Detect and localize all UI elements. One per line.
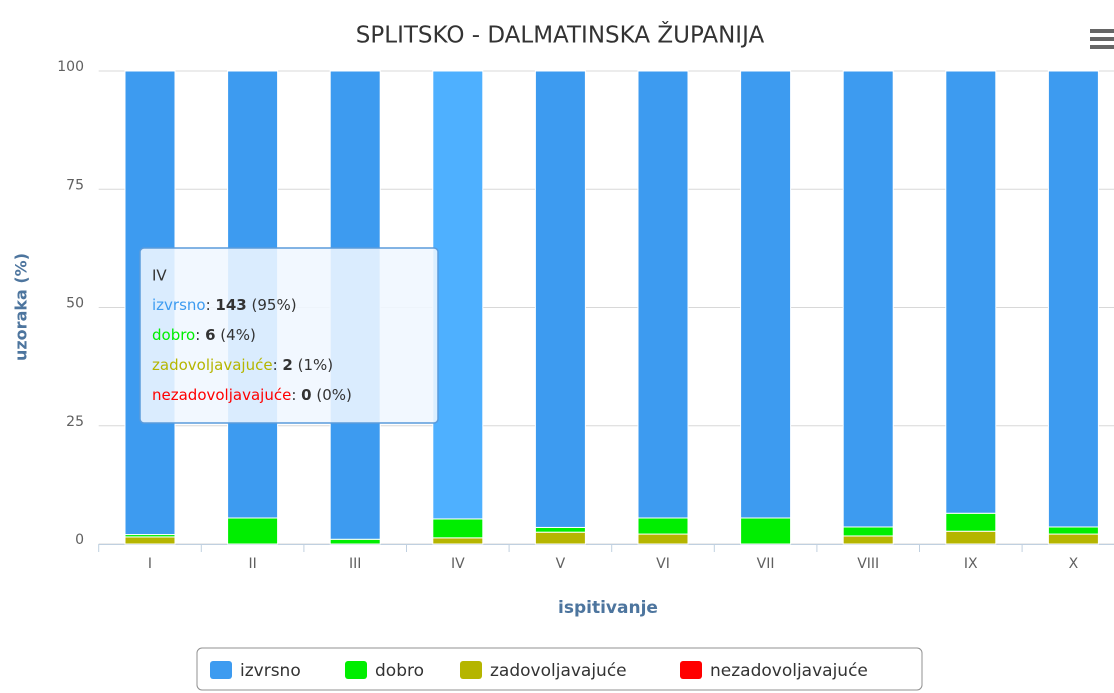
x-axis-title: ispitivanje (558, 598, 658, 618)
bar-segment (637, 70, 689, 519)
bar-segment (842, 70, 894, 528)
menu-icon[interactable] (1090, 29, 1114, 49)
y-tick-label: 0 (75, 532, 84, 548)
bar-segment (842, 526, 894, 537)
bar-segment (534, 70, 586, 528)
bar-segment (432, 518, 484, 539)
legend-symbol[interactable] (680, 661, 702, 679)
bar-segment (432, 70, 484, 520)
tooltip-sep: : (195, 326, 205, 344)
tooltip-box (139, 247, 439, 424)
bar-segment (740, 517, 792, 545)
tooltip-series-name: zadovoljavajuće (152, 356, 273, 374)
x-tick-label: IX (964, 556, 978, 572)
y-tick-label: 25 (66, 414, 84, 430)
y-axis-title: uzoraka (%) (12, 253, 31, 361)
bar-segment (1047, 526, 1099, 535)
tooltip-row: izvrsno: 143 (95%) (152, 296, 297, 314)
tooltip-percent: (95%) (252, 296, 297, 314)
tooltip: IV izvrsno: 143 (95%) dobro: 6 (4%) zadovol… (139, 247, 439, 424)
tooltip-sep: : (206, 296, 216, 314)
bar-segment (1047, 533, 1099, 545)
x-tick-label: II (248, 556, 256, 572)
x-tick-label: VIII (857, 556, 879, 572)
bar-segment (842, 535, 894, 545)
chart-title: SPLITSKO - DALMATINSKA ŽUPANIJA (356, 21, 765, 49)
bar-segment (740, 70, 792, 519)
x-tick-label: I (148, 556, 152, 572)
bar-segment (1047, 70, 1099, 528)
tooltip-count: 2 (282, 356, 292, 374)
bar-segment (534, 531, 586, 545)
bar-segment (945, 530, 997, 545)
tooltip-count: 6 (205, 326, 215, 344)
y-tick-label: 50 (66, 296, 84, 312)
tooltip-percent: (1%) (298, 356, 334, 374)
bar-segment (945, 512, 997, 532)
legend-symbol[interactable] (210, 661, 232, 679)
x-tick-label: IV (451, 556, 465, 572)
bar-segment (945, 70, 997, 514)
legend-label[interactable]: nezadovoljavajuće (710, 661, 868, 681)
menu-bar[interactable] (1090, 29, 1114, 33)
x-tick-label: VI (656, 556, 670, 572)
x-tick-label: V (556, 556, 566, 572)
bar-segment (432, 537, 484, 545)
tooltip-percent: (0%) (316, 386, 352, 404)
tooltip-count: 143 (215, 296, 246, 314)
tooltip-count: 0 (301, 386, 311, 404)
tooltip-row: dobro: 6 (4%) (152, 326, 256, 344)
legend-label[interactable]: dobro (375, 661, 424, 681)
legend: izvrsno dobro zadovoljavajuće nezadovoljava… (196, 647, 923, 691)
tooltip-series-name: dobro (152, 326, 195, 344)
tooltip-percent: (4%) (220, 326, 256, 344)
bar-segment (637, 533, 689, 545)
tooltip-sep: : (273, 356, 283, 374)
tooltip-header: IV (152, 267, 167, 285)
y-tick-label: 75 (66, 177, 84, 193)
tooltip-series-name: izvrsno (152, 296, 206, 314)
legend-label[interactable]: izvrsno (240, 661, 301, 681)
bar-segment (329, 538, 381, 545)
menu-bar[interactable] (1090, 37, 1114, 41)
legend-symbol[interactable] (460, 661, 482, 679)
bar-segment (637, 517, 689, 535)
bar-segment (124, 536, 176, 545)
bar-segment (534, 526, 586, 533)
legend-label[interactable]: zadovoljavajuće (490, 661, 627, 681)
y-tick-label: 100 (57, 59, 84, 75)
legend-box (196, 647, 923, 691)
tooltip-sep: : (291, 386, 301, 404)
x-tick-label: X (1069, 556, 1079, 572)
tooltip-series-name: nezadovoljavajuće (152, 386, 291, 404)
tooltip-row: zadovoljavajuće: 2 (1%) (152, 356, 333, 374)
tooltip-row: nezadovoljavajuće: 0 (0%) (152, 386, 352, 404)
menu-bar[interactable] (1090, 45, 1114, 49)
bar-segment (227, 517, 279, 545)
x-tick-label: VII (757, 556, 775, 572)
x-tick-label: III (349, 556, 361, 572)
legend-symbol[interactable] (345, 661, 367, 679)
